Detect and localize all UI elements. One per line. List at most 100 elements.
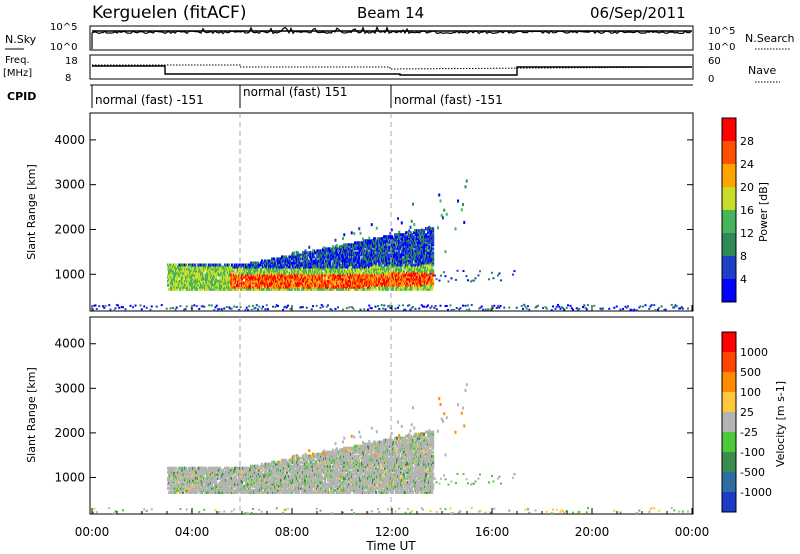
data-cell <box>297 253 300 257</box>
data-cell <box>318 275 321 279</box>
data-cell <box>206 488 209 492</box>
data-cell <box>264 308 267 311</box>
data-cell <box>317 249 320 253</box>
data-cell <box>188 267 191 271</box>
data-cell <box>240 275 243 279</box>
data-cell <box>311 273 314 277</box>
data-cell <box>369 244 372 248</box>
data-cell <box>625 306 628 309</box>
data-cell <box>214 482 217 486</box>
data-cell <box>240 482 243 486</box>
data-cell <box>262 269 265 273</box>
data-cell <box>572 511 574 514</box>
data-cell <box>291 261 294 265</box>
data-cell <box>365 261 368 265</box>
data-cell <box>332 283 335 287</box>
data-cell <box>283 269 286 273</box>
data-cell <box>361 259 364 263</box>
data-cell <box>175 267 178 271</box>
data-cell <box>120 305 123 308</box>
data-cell <box>184 283 187 287</box>
data-cell <box>400 265 403 269</box>
data-cell <box>359 283 362 287</box>
data-cell <box>387 305 389 308</box>
data-cell <box>235 476 238 480</box>
data-cell <box>456 269 459 272</box>
data-cell <box>562 510 564 513</box>
data-cell <box>195 281 198 285</box>
data-cell <box>654 309 657 312</box>
data-cell <box>499 305 502 308</box>
data-cell <box>430 305 433 308</box>
data-cell <box>392 271 395 275</box>
data-cell <box>407 304 409 307</box>
data-cell <box>250 511 253 514</box>
data-cell <box>258 508 261 511</box>
data-cell <box>328 265 331 269</box>
data-cell <box>330 267 333 271</box>
data-cell <box>186 468 189 472</box>
data-cell <box>268 273 271 277</box>
data-cell <box>362 285 365 289</box>
data-cell <box>215 304 218 307</box>
data-cell <box>570 307 573 310</box>
data-cell <box>361 241 364 245</box>
data-cell <box>563 308 566 311</box>
data-cell <box>325 265 328 269</box>
data-cell <box>217 486 220 490</box>
data-cell <box>447 280 450 283</box>
data-cell <box>192 275 195 279</box>
data-cell <box>524 305 527 308</box>
data-cell <box>239 484 242 488</box>
data-cell <box>232 269 235 273</box>
data-cell <box>350 255 353 259</box>
data-cell <box>409 511 412 514</box>
data-cell <box>268 267 271 271</box>
data-cell <box>219 263 222 267</box>
data-cell <box>323 246 326 250</box>
data-cell <box>329 249 332 253</box>
data-cell <box>429 267 432 271</box>
data-cell <box>495 306 498 309</box>
data-cell <box>230 468 233 472</box>
data-cell <box>427 243 430 247</box>
data-cell <box>215 275 218 279</box>
data-cell <box>173 285 176 289</box>
data-cell <box>257 275 260 279</box>
data-cell <box>260 285 263 289</box>
data-cell <box>423 233 426 237</box>
data-cell <box>678 307 681 310</box>
data-cell <box>178 476 181 480</box>
data-cell <box>181 480 184 484</box>
data-cell <box>635 512 638 515</box>
data-cell <box>426 255 429 259</box>
data-cell <box>174 490 177 494</box>
data-cell <box>315 265 318 269</box>
data-cell <box>287 507 289 510</box>
data-cell <box>432 281 435 285</box>
data-cell <box>344 246 347 250</box>
data-cell <box>578 307 581 310</box>
data-cell <box>225 490 228 494</box>
data-cell <box>329 269 332 273</box>
data-cell <box>419 261 422 265</box>
data-cell <box>367 263 370 267</box>
data-cell <box>411 261 414 265</box>
data-cell <box>434 274 436 277</box>
data-cell <box>381 265 384 269</box>
data-cell <box>326 267 329 271</box>
data-cell <box>228 263 231 267</box>
data-cell <box>249 283 252 287</box>
data-cell <box>322 287 325 291</box>
data-cell <box>221 267 224 271</box>
data-cell <box>336 251 339 255</box>
data-cell <box>204 283 207 287</box>
data-cell <box>423 229 426 233</box>
station-title: Kerguelen (fitACF) <box>92 3 246 23</box>
data-cell <box>246 277 249 281</box>
data-cell <box>209 476 212 480</box>
data-cell <box>205 466 208 470</box>
data-cell <box>343 253 346 257</box>
data-cell <box>223 279 226 283</box>
data-cell <box>398 271 401 275</box>
